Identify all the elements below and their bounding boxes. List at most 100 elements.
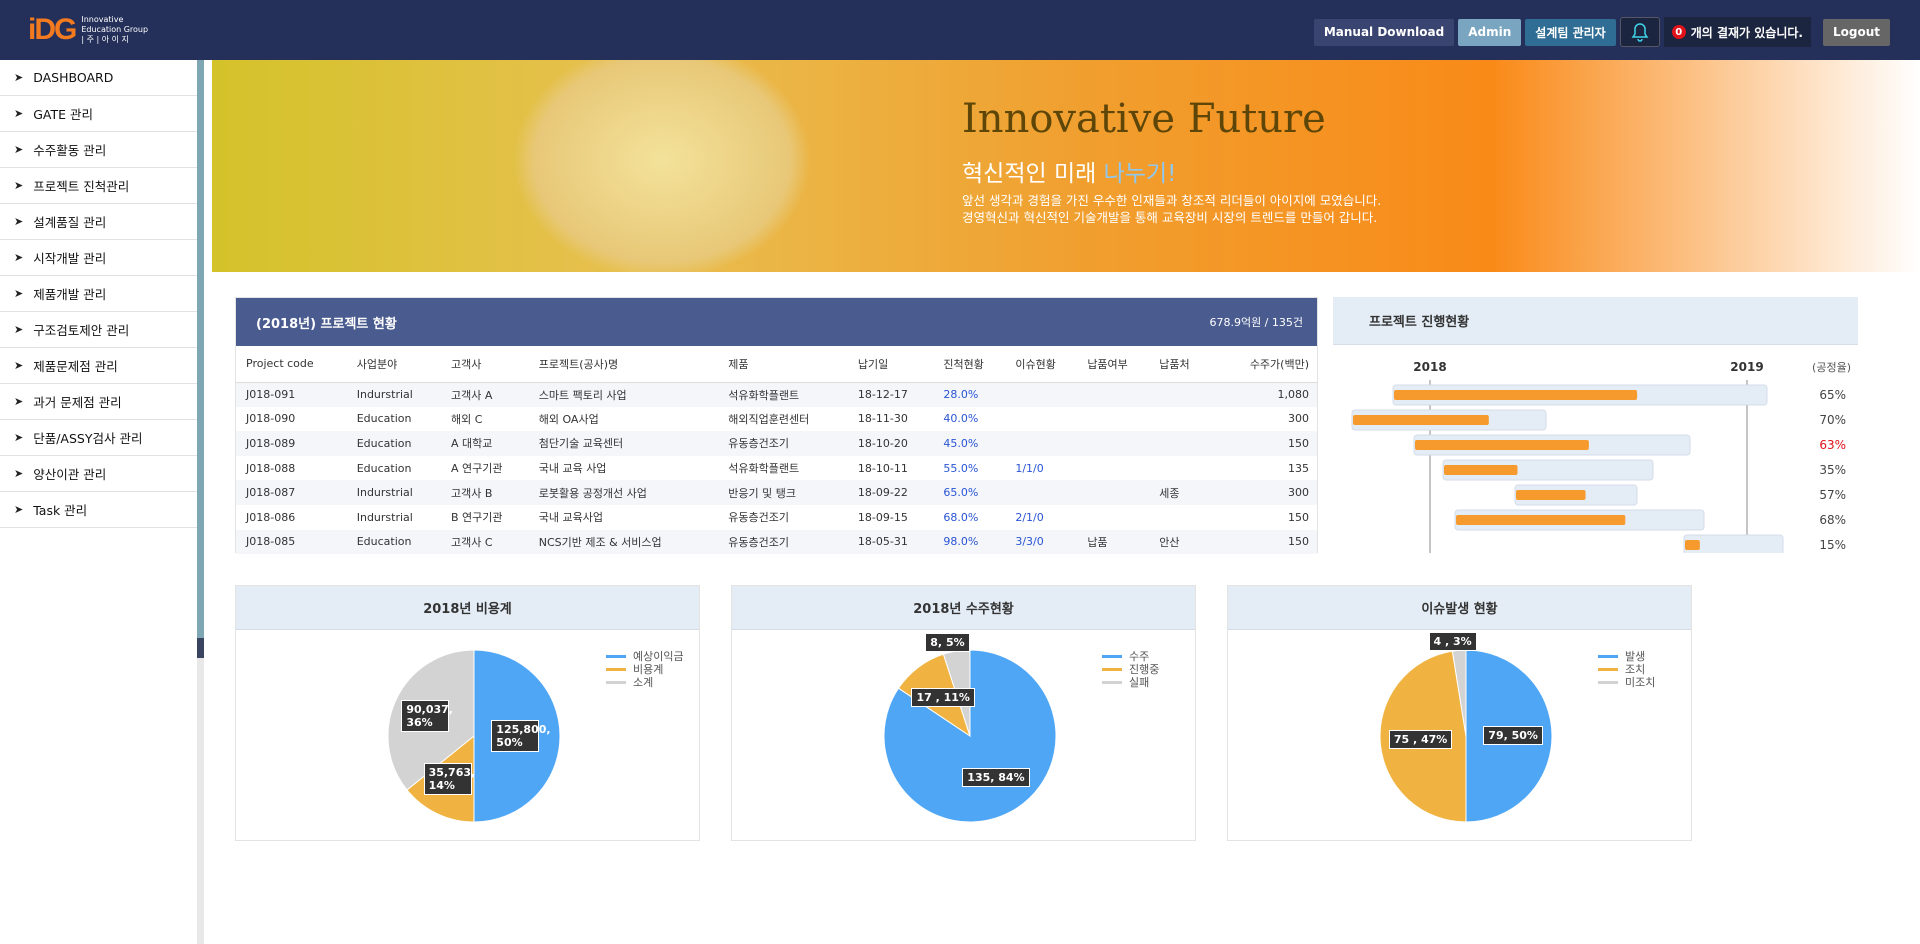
- issues-pie-panel: 이슈발생 현황 79, 50% 75 , 47% 4 , 3% 발생 조치 미조치: [1227, 585, 1692, 841]
- table-cell: A 연구기관: [451, 462, 503, 476]
- table-cell: 18-05-31: [857, 535, 908, 549]
- gantt-progress-bar: [1394, 390, 1638, 400]
- table-cell: NCS기반 제조 & 서비스업: [538, 535, 662, 549]
- column-header: 납품여부: [1077, 346, 1150, 383]
- sidebar-item[interactable]: ➤ 프로젝트 진척관리: [0, 168, 197, 204]
- table-cell[interactable]: 2/1/0: [1015, 510, 1044, 524]
- top-header: iDG Innovative Education Group | 주 | 아 이 지…: [0, 0, 1920, 60]
- sidebar-item[interactable]: ➤ 제품개발 관리: [0, 276, 197, 312]
- rate-label: 70%: [1819, 413, 1846, 427]
- column-header: 고객사: [441, 346, 529, 383]
- chevron-right-icon: ➤: [14, 287, 24, 300]
- chevron-right-icon: ➤: [14, 71, 24, 84]
- legend-swatch: [606, 681, 626, 684]
- table-cell: 18-09-15: [857, 510, 908, 524]
- table-row[interactable]: J018-090 Education 해외 C 해외 OA사업 해외직업훈련센터 18-1…: [236, 407, 1317, 432]
- sidebar-item[interactable]: ➤ 설계품질 관리: [0, 204, 197, 240]
- table-cell: 유동층건조기: [728, 511, 789, 525]
- sidebar-item[interactable]: ➤ DASHBOARD: [0, 60, 197, 96]
- summary: 678.9억원 / 135건: [1209, 316, 1303, 329]
- column-header: 프로젝트(공사)명: [528, 346, 719, 383]
- year-label: 2018: [1413, 360, 1446, 374]
- panel-title: 프로젝트 진행현황: [1333, 297, 1858, 345]
- bell-icon[interactable]: [1619, 17, 1660, 47]
- legend-label: 발생: [1625, 650, 1646, 663]
- rate-label: 65%: [1819, 388, 1846, 402]
- legend-item: 비용계: [606, 663, 684, 676]
- sidebar-item[interactable]: ➤ 단품/ASSY검사 관리: [0, 420, 197, 456]
- table-cell: 55.0%: [943, 461, 979, 475]
- sidebar-scrollbar[interactable]: [197, 60, 204, 944]
- logo-line1: Innovative: [81, 15, 124, 24]
- table-cell: 68.0%: [943, 510, 979, 524]
- table-cell: 1,080: [1277, 388, 1310, 402]
- chart-title: 2018년 수주현황: [732, 586, 1195, 630]
- admin-button[interactable]: Admin: [1458, 18, 1522, 46]
- logout-button[interactable]: Logout: [1822, 18, 1890, 46]
- table-cell: Education: [356, 412, 412, 426]
- manual-download-button[interactable]: Manual Download: [1313, 18, 1455, 46]
- table-cell: J018-089: [246, 436, 296, 450]
- table-cell: [1005, 407, 1077, 432]
- sidebar-item[interactable]: ➤ 시작개발 관리: [0, 240, 197, 276]
- sidebar-item[interactable]: ➤ 구조검토제안 관리: [0, 312, 197, 348]
- data-label: 79, 50%: [1483, 726, 1543, 745]
- sidebar-item[interactable]: ➤ 양산이관 관리: [0, 456, 197, 492]
- logo-mark: iDG: [28, 13, 77, 46]
- table-cell: [1077, 431, 1149, 456]
- table-cell: [1149, 505, 1207, 530]
- column-header: 수주가(백만): [1206, 346, 1317, 383]
- approval-count-badge: 0: [1671, 25, 1686, 39]
- sidebar-item[interactable]: ➤ 제품문제점 관리: [0, 348, 197, 384]
- table-cell[interactable]: 3/3/0: [1015, 535, 1044, 549]
- table-cell: 로봇활용 공정개선 사업: [538, 486, 647, 500]
- table-cell: [1149, 407, 1207, 432]
- table-row[interactable]: J018-085 Education 고객사 C NCS기반 제조 & 서비스업 유동층…: [236, 529, 1317, 555]
- sidebar-item-label: 과거 문제점 관리: [33, 395, 122, 410]
- sidebar-item[interactable]: ➤ 과거 문제점 관리: [0, 384, 197, 420]
- hero-banner: Innovative Future 혁신적인 미래 나누기! 앞선 생각과 경험…: [212, 60, 1920, 272]
- project-table: Project code 사업분야 고객사 프로젝트(공사)명 제품 납기일 진척현황 이슈현…: [236, 346, 1317, 555]
- sidebar-item[interactable]: ➤ 수주활동 관리: [0, 132, 197, 168]
- data-label: 35,763, 14%: [423, 762, 475, 795]
- sidebar-item-label: 프로젝트 진척관리: [33, 179, 130, 194]
- legend-item: 발생: [1598, 650, 1655, 663]
- legend-label: 미조치: [1625, 676, 1656, 689]
- table-cell[interactable]: 1/1/0: [1015, 461, 1044, 475]
- logo-line2: Education Group: [81, 25, 149, 34]
- table-cell: 해외 OA사업: [538, 412, 599, 426]
- table-cell: 국내 교육사업: [538, 511, 603, 525]
- gantt-progress-bar: [1456, 515, 1626, 525]
- banner-subtitle-b: 나누기!: [1103, 161, 1177, 187]
- table-cell: Indurstrial: [356, 388, 413, 402]
- sidebar-item[interactable]: ➤ Task 관리: [0, 492, 197, 528]
- table-cell: 45.0%: [943, 436, 979, 450]
- table-row[interactable]: J018-091 Indurstrial 고객사 A 스마트 팩토리 사업 석유화학플랜…: [236, 382, 1317, 407]
- table-cell: 150: [1288, 535, 1309, 549]
- approval-notice[interactable]: 0 개의 결재가 있습니다.: [1663, 17, 1811, 47]
- table-cell: [1149, 431, 1207, 456]
- table-cell: 고객사 C: [451, 535, 493, 549]
- sidebar-item-label: 제품문제점 관리: [33, 359, 118, 374]
- legend-swatch: [1598, 668, 1618, 671]
- gantt-progress-bar: [1516, 490, 1586, 500]
- sidebar-item[interactable]: ➤ GATE 관리: [0, 96, 197, 132]
- table-cell: 첨단기술 교육센터: [538, 437, 624, 451]
- table-row[interactable]: J018-089 Education A 대학교 첨단기술 교육센터 유동층건조기 18-…: [236, 431, 1317, 456]
- table-row[interactable]: J018-088 Education A 연구기관 국내 교육 사업 석유화학플랜트 18…: [236, 456, 1317, 481]
- table-cell: 18-12-17: [857, 388, 908, 402]
- table-cell: Indurstrial: [356, 486, 413, 500]
- logo[interactable]: iDG Innovative Education Group | 주 | 아 이 지: [28, 13, 148, 47]
- table-cell: 안산: [1159, 535, 1180, 549]
- data-label: 8, 5%: [925, 633, 970, 653]
- project-status-panel: (2018년) 프로젝트 현황 678.9억원 / 135건 Project co…: [235, 297, 1318, 555]
- table-cell: 300: [1288, 412, 1309, 426]
- legend-item: 소계: [606, 676, 684, 689]
- column-header: 사업분야: [346, 346, 441, 383]
- chevron-right-icon: ➤: [14, 431, 24, 444]
- team-admin-button[interactable]: 설계팀 관리자: [1525, 18, 1616, 46]
- table-row[interactable]: J018-087 Indurstrial 고객사 B 로봇활용 공정개선 사업 반응기 …: [236, 480, 1317, 505]
- table-row[interactable]: J018-086 Indurstrial B 연구기관 국내 교육사업 유동층건조기 18…: [236, 505, 1317, 530]
- table-cell: [1005, 431, 1077, 456]
- rate-label: 15%: [1819, 538, 1846, 552]
